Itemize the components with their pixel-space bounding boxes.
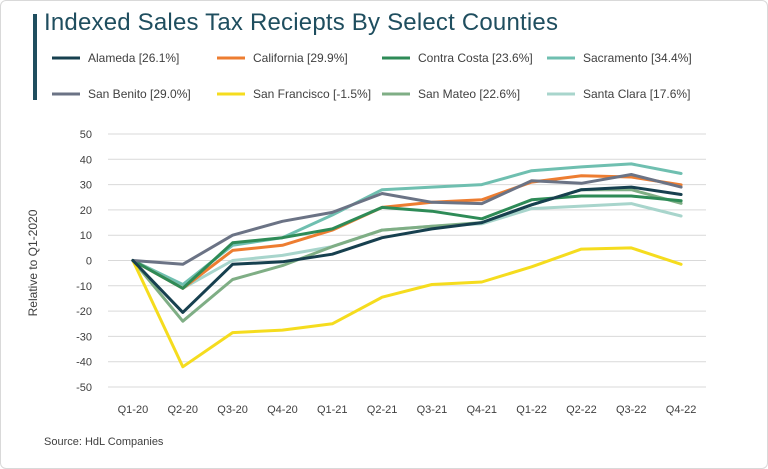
legend: Alameda [26.1%] California [29.9%] Contra … <box>52 51 692 101</box>
x-tick-label: Q1-22 <box>516 404 547 416</box>
y-tick-label: 50 <box>80 129 92 141</box>
x-tick-label: Q2-20 <box>167 404 198 416</box>
source-note: Source: HdL Companies <box>44 436 164 448</box>
y-tick-label: -10 <box>76 281 92 293</box>
y-tick-labels: 50 40 30 20 10 0 -10 -20 -30 -40 -50 <box>76 129 92 394</box>
legend-label-san-mateo: San Mateo [22.6%] <box>418 87 520 101</box>
y-tick-label: -50 <box>76 382 92 394</box>
legend-label-contra-costa: Contra Costa [23.6%] <box>418 51 533 65</box>
y-tick-label: -40 <box>76 357 92 369</box>
legend-label-santa-clara: Santa Clara [17.6%] <box>583 87 690 101</box>
series-line-alameda <box>131 185 683 314</box>
x-tick-label: Q4-20 <box>267 404 298 416</box>
y-tick-label: 30 <box>80 180 92 192</box>
y-tick-label: 0 <box>86 256 92 268</box>
y-tick-label: -20 <box>76 306 92 318</box>
series-line-san-francisco <box>131 246 683 369</box>
x-tick-label: Q2-21 <box>367 404 398 416</box>
series-line-sacramento <box>131 162 683 286</box>
x-tick-label: Q4-22 <box>666 404 697 416</box>
legend-label-alameda: Alameda [26.1%] <box>88 51 179 65</box>
x-tick-labels: Q1-20 Q2-20 Q3-20 Q4-20 Q1-21 Q2-21 Q3-21 Q4-21… <box>118 404 697 416</box>
y-tick-label: -30 <box>76 331 92 343</box>
legend-label-san-francisco: San Francisco [-1.5%] <box>253 87 371 101</box>
legend-label-san-benito: San Benito [29.0%] <box>88 87 191 101</box>
series-line-san-benito <box>131 173 683 266</box>
series-lines <box>131 162 683 369</box>
x-tick-label: Q4-21 <box>466 404 497 416</box>
x-tick-label: Q1-20 <box>118 404 149 416</box>
y-tick-label: 40 <box>80 154 92 166</box>
series-line-california <box>131 174 683 290</box>
x-tick-label: Q2-22 <box>566 404 597 416</box>
x-tick-label: Q1-21 <box>317 404 348 416</box>
y-tick-label: 10 <box>80 230 92 242</box>
x-tick-label: Q3-22 <box>616 404 647 416</box>
title-accent-bar <box>33 14 37 100</box>
y-axis-title: Relative to Q1-2020 <box>26 209 40 316</box>
x-tick-label: Q3-20 <box>217 404 248 416</box>
legend-label-california: California [29.9%] <box>253 51 348 65</box>
legend-label-sacramento: Sacramento [34.4%] <box>583 51 692 65</box>
x-tick-label: Q3-21 <box>417 404 448 416</box>
gridlines <box>108 133 706 388</box>
chart-title: Indexed Sales Tax Reciepts By Select Cou… <box>44 9 559 36</box>
series-line-contra-costa <box>131 194 683 290</box>
y-tick-label: 20 <box>80 205 92 217</box>
